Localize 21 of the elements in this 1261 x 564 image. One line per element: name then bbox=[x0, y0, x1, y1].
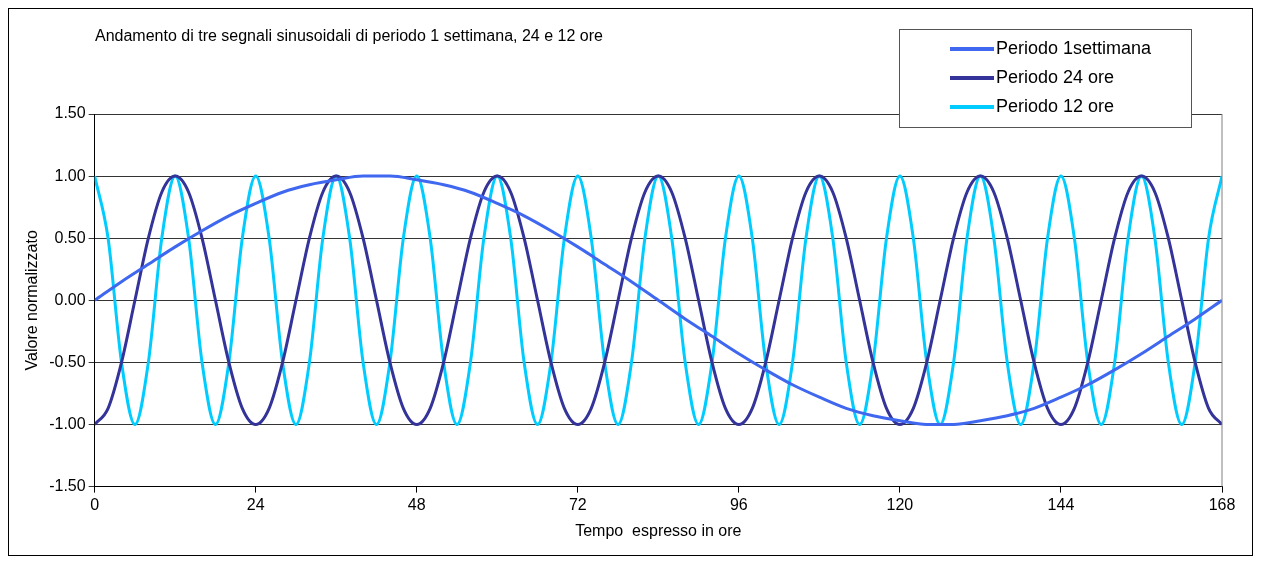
x-tick-label: 120 bbox=[886, 495, 914, 513]
legend-label: Periodo 1settimana bbox=[995, 38, 1151, 59]
x-tick-label: 0 bbox=[90, 495, 100, 513]
y-axis-title: Valore normalizzato bbox=[23, 230, 41, 371]
x-tick-label: 24 bbox=[246, 495, 265, 513]
x-axis-title: Tempo espresso in ore bbox=[575, 521, 742, 539]
legend-label: Periodo 24 ore bbox=[995, 67, 1114, 88]
legend-label: Periodo 12 ore bbox=[995, 96, 1114, 117]
x-tick-label: 144 bbox=[1047, 495, 1075, 513]
x-tick-label: 72 bbox=[568, 495, 587, 513]
y-tick-label: 0.00 bbox=[54, 290, 86, 308]
x-tick-label: 168 bbox=[1208, 495, 1236, 513]
y-tick-label: 0.50 bbox=[54, 228, 86, 246]
y-tick-label: 1.00 bbox=[54, 166, 86, 184]
chart-title: Andamento di tre segnali sinusoidali di periodo 1 settimana, 24 e 12 ore bbox=[95, 27, 603, 45]
y-tick-label: 1.50 bbox=[54, 104, 86, 122]
y-tick-label: -0.50 bbox=[49, 352, 86, 370]
x-tick-label: 96 bbox=[729, 495, 748, 513]
y-tick-label: -1.50 bbox=[49, 477, 86, 495]
y-tick-label: -1.00 bbox=[49, 414, 86, 432]
x-tick-label: 48 bbox=[407, 495, 426, 513]
